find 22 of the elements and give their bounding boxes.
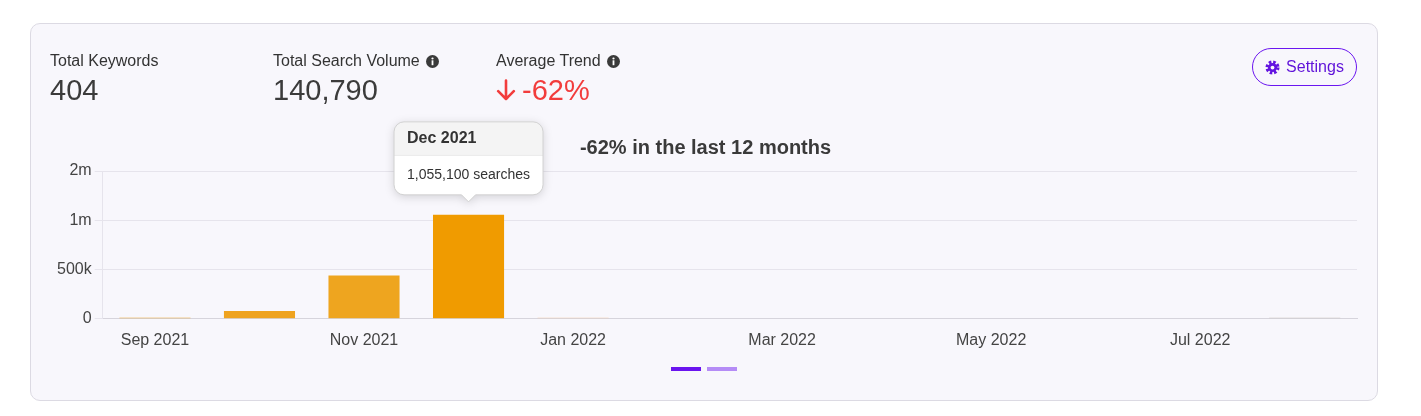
chart-title: -62% in the last 12 months bbox=[579, 135, 832, 158]
y-tick-label: 2m bbox=[69, 161, 92, 179]
bar bbox=[328, 275, 400, 319]
text: Total Keywords bbox=[50, 52, 159, 70]
annotation: 1,055,100 searches bbox=[407, 165, 531, 182]
y-tick-label: 500k bbox=[56, 259, 93, 277]
text: -62% bbox=[522, 74, 590, 106]
x-tick-label: May 2022 bbox=[956, 330, 1027, 348]
x-tick-label: Nov 2021 bbox=[329, 330, 399, 348]
x-tick-label: Sep 2021 bbox=[120, 330, 190, 348]
bar bbox=[223, 310, 296, 319]
text: Total Search Volume bbox=[273, 52, 420, 70]
y-tick-label: 1m bbox=[69, 210, 92, 228]
text: Average Trend bbox=[496, 52, 601, 70]
y-tick-label: 0 bbox=[82, 309, 92, 327]
x-tick-label: Jan 2022 bbox=[540, 330, 607, 348]
text: 140,790 bbox=[273, 74, 378, 106]
text: 404 bbox=[50, 74, 99, 106]
x-tick-label: Mar 2022 bbox=[748, 330, 817, 348]
x-tick-label: Jul 2022 bbox=[1169, 330, 1231, 348]
text: Dec 2021 bbox=[407, 129, 477, 147]
bar bbox=[433, 214, 505, 319]
